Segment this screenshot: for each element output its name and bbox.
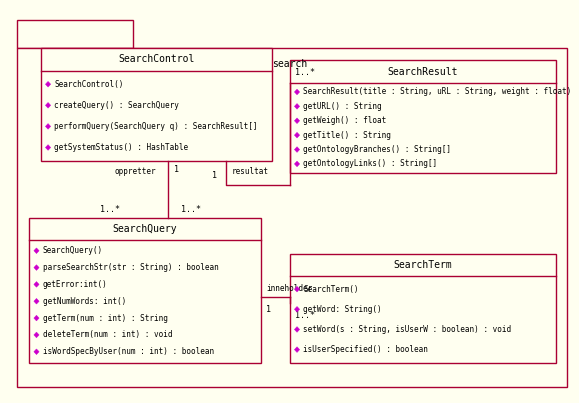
Text: 1..*: 1..* [181,205,201,214]
Polygon shape [294,326,300,332]
Polygon shape [294,306,300,312]
Polygon shape [34,332,39,338]
Polygon shape [45,81,51,87]
Text: performQuery(SearchQuery q) : SearchResult[]: performQuery(SearchQuery q) : SearchResu… [54,122,258,131]
Bar [290,60,556,173]
Polygon shape [34,248,39,253]
Text: getWeigh() : float: getWeigh() : float [303,116,387,125]
Text: oppretter: oppretter [115,167,156,176]
Text: deleteTerm(num : int) : void: deleteTerm(num : int) : void [43,330,173,339]
Text: SearchResult(title : String, uRL : String, weight : float): SearchResult(title : String, uRL : Strin… [303,87,571,96]
Bar [17,48,567,387]
Polygon shape [294,118,300,124]
Polygon shape [45,124,51,129]
Text: getOntologyBranches() : String[]: getOntologyBranches() : String[] [303,145,452,154]
Text: getNumWords: int(): getNumWords: int() [43,297,126,306]
Text: search: search [272,60,307,69]
Text: getSystemStatus() : HashTable: getSystemStatus() : HashTable [54,143,189,152]
Text: 1..*: 1..* [295,68,316,77]
Polygon shape [294,347,300,352]
Text: getOntologyLinks() : String[]: getOntologyLinks() : String[] [303,160,438,168]
Bar [17,20,133,48]
Polygon shape [45,102,51,108]
Text: isWordSpecByUser(num : int) : boolean: isWordSpecByUser(num : int) : boolean [43,347,214,356]
Text: SearchQuery(): SearchQuery() [43,246,103,255]
Text: parseSearchStr(str : String) : boolean: parseSearchStr(str : String) : boolean [43,263,219,272]
Text: getError:int(): getError:int() [43,280,108,289]
Polygon shape [294,286,300,292]
Text: inneholder: inneholder [266,285,313,293]
Polygon shape [34,349,39,355]
Polygon shape [34,282,39,287]
Text: SearchQuery: SearchQuery [112,224,177,234]
Text: SearchControl: SearchControl [118,54,195,64]
Polygon shape [294,132,300,138]
Text: createQuery() : SearchQuery: createQuery() : SearchQuery [54,101,179,110]
Polygon shape [294,147,300,152]
Bar [290,254,556,363]
Text: getTitle() : String: getTitle() : String [303,131,391,140]
Polygon shape [45,145,51,150]
Text: SearchControl(): SearchControl() [54,80,124,89]
Polygon shape [34,298,39,304]
Bar [41,48,272,161]
Text: getURL() : String: getURL() : String [303,102,382,111]
Text: 1..*: 1..* [295,311,316,320]
Polygon shape [294,89,300,95]
Text: getWord: String(): getWord: String() [303,305,382,314]
Text: 1: 1 [212,171,217,180]
Polygon shape [34,265,39,270]
Text: SearchTerm: SearchTerm [393,260,452,270]
Text: SearchTerm(): SearchTerm() [303,285,359,294]
Text: getTerm(num : int) : String: getTerm(num : int) : String [43,314,168,322]
Text: isUserSpecified() : boolean: isUserSpecified() : boolean [303,345,428,354]
Text: SearchResult: SearchResult [387,66,458,77]
Text: 1..*: 1..* [100,205,120,214]
Polygon shape [294,161,300,167]
Text: 1: 1 [266,305,272,314]
Bar [29,218,261,363]
Text: 1: 1 [174,165,179,174]
Polygon shape [34,315,39,321]
Polygon shape [294,104,300,109]
Text: setWord(s : String, isUserW : boolean) : void: setWord(s : String, isUserW : boolean) :… [303,325,511,334]
Text: resultat: resultat [232,167,269,176]
